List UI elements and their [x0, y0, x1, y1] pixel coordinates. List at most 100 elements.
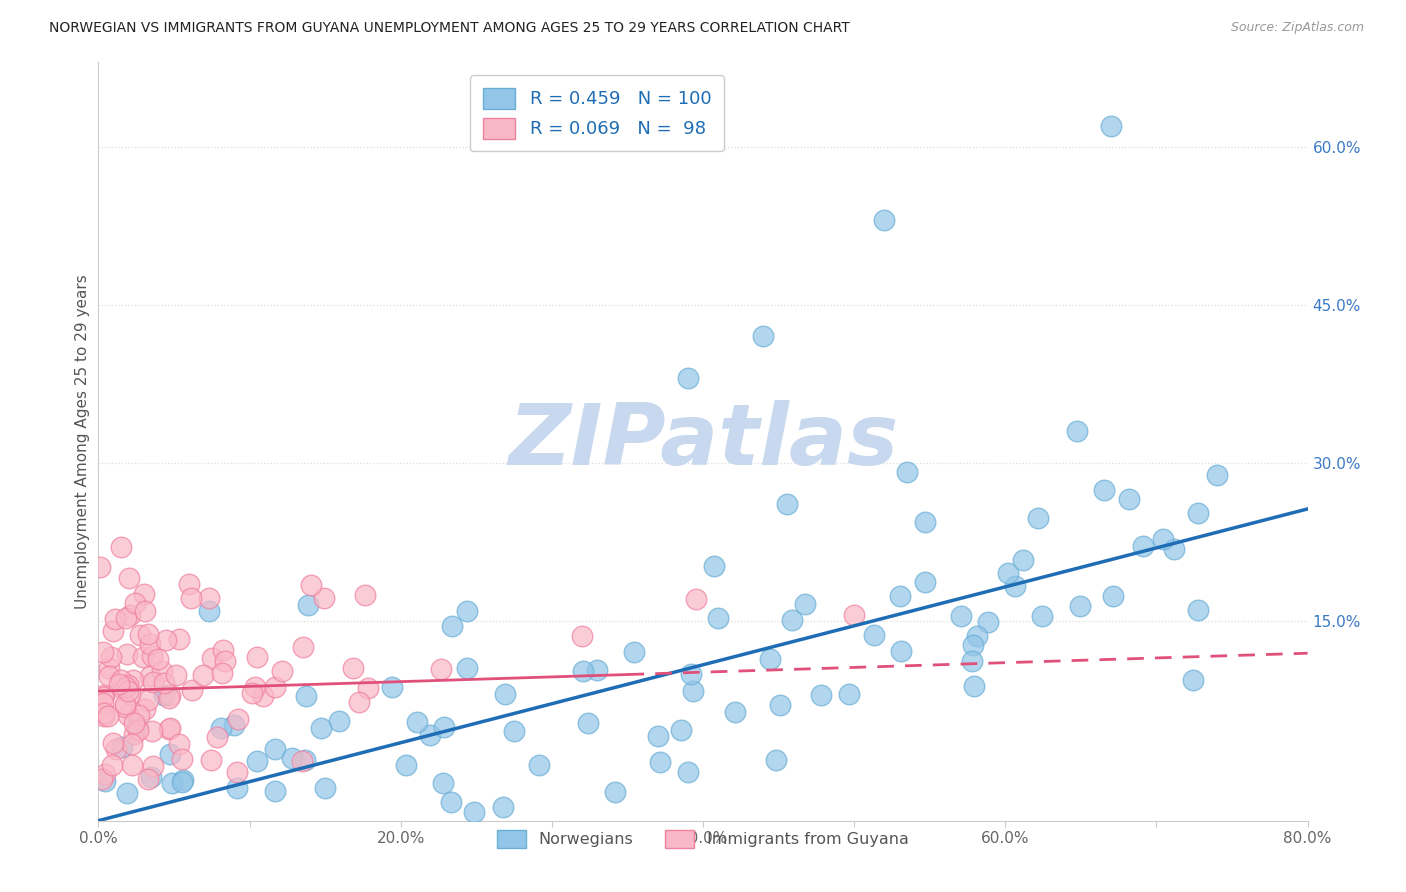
Point: [112, 681, 135, 696]
Point: [128, 707, 150, 722]
Point: [167, 738, 190, 752]
Point: [1092, 483, 1115, 498]
Point: [1004, 579, 1026, 593]
Point: [433, 720, 456, 734]
Point: [299, 578, 322, 592]
Point: [110, 673, 132, 687]
Point: [100, 757, 122, 772]
Point: [124, 596, 146, 610]
Point: [949, 609, 972, 624]
Point: [157, 722, 180, 736]
Point: [132, 587, 155, 601]
Point: [571, 629, 593, 643]
Point: [962, 654, 984, 668]
Point: [492, 800, 515, 814]
Point: [1118, 492, 1140, 507]
Point: [1026, 511, 1049, 525]
Point: [354, 588, 377, 602]
Point: [134, 604, 156, 618]
Point: [810, 688, 832, 702]
Point: [201, 651, 224, 665]
Point: [576, 716, 599, 731]
Point: [1066, 424, 1088, 438]
Point: [111, 740, 134, 755]
Point: [1069, 599, 1091, 613]
Point: [159, 688, 181, 702]
Point: [142, 674, 165, 689]
Point: [896, 466, 918, 480]
Point: [211, 665, 233, 680]
Point: [759, 652, 782, 666]
Point: [605, 785, 627, 799]
Point: [328, 714, 350, 728]
Point: [962, 639, 984, 653]
Point: [752, 329, 775, 343]
Point: [844, 608, 866, 623]
Point: [115, 611, 138, 625]
Point: [685, 591, 707, 606]
Point: [780, 613, 803, 627]
Point: [264, 680, 287, 694]
Y-axis label: Unemployment Among Ages 25 to 29 years: Unemployment Among Ages 25 to 29 years: [75, 274, 90, 609]
Point: [114, 680, 136, 694]
Point: [270, 665, 292, 679]
Text: ZIPatlas: ZIPatlas: [508, 400, 898, 483]
Point: [676, 371, 699, 385]
Point: [245, 680, 267, 694]
Point: [90, 772, 112, 786]
Point: [419, 728, 441, 742]
Point: [198, 591, 221, 605]
Point: [707, 610, 730, 624]
Point: [167, 632, 190, 646]
Point: [342, 661, 364, 675]
Point: [682, 684, 704, 698]
Point: [138, 669, 160, 683]
Point: [117, 707, 139, 722]
Point: [191, 667, 214, 681]
Point: [118, 571, 141, 585]
Point: [93, 706, 115, 720]
Point: [1011, 553, 1033, 567]
Point: [647, 730, 669, 744]
Point: [93, 773, 115, 788]
Point: [314, 591, 336, 605]
Point: [440, 619, 463, 633]
Point: [131, 650, 153, 665]
Point: [152, 664, 174, 678]
Point: [136, 693, 159, 707]
Point: [247, 891, 270, 892]
Point: [245, 754, 267, 768]
Point: [200, 753, 222, 767]
Point: [127, 719, 149, 733]
Point: [122, 673, 145, 687]
Point: [218, 832, 240, 847]
Point: [914, 575, 936, 590]
Point: [160, 775, 183, 789]
Point: [240, 686, 263, 700]
Point: [108, 677, 131, 691]
Point: [139, 770, 162, 784]
Point: [769, 698, 792, 712]
Point: [115, 786, 138, 800]
Point: [198, 603, 221, 617]
Point: [136, 772, 159, 786]
Point: [159, 721, 181, 735]
Point: [187, 866, 209, 880]
Point: [97, 709, 120, 723]
Point: [141, 649, 163, 664]
Point: [110, 540, 132, 554]
Point: [463, 805, 485, 819]
Point: [679, 666, 702, 681]
Point: [117, 678, 139, 692]
Point: [121, 737, 143, 751]
Point: [502, 723, 524, 738]
Point: [671, 723, 693, 737]
Point: [212, 643, 235, 657]
Point: [141, 724, 163, 739]
Point: [963, 679, 986, 693]
Point: [395, 758, 418, 772]
Point: [890, 643, 912, 657]
Point: [347, 695, 370, 709]
Point: [165, 668, 187, 682]
Point: [765, 753, 787, 767]
